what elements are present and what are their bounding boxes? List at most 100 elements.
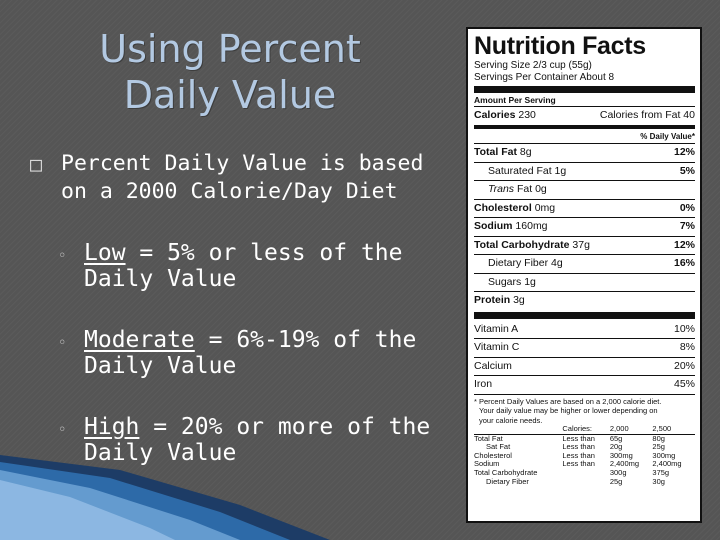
calories-label: Calories xyxy=(474,109,516,121)
nutrition-facts-label: Nutrition Facts Serving Size 2/3 cup (55… xyxy=(466,27,702,523)
low-line2: Daily Value xyxy=(84,266,237,292)
nutrient-amount: 37g xyxy=(572,238,590,251)
vitamin-dv: 20% xyxy=(673,359,695,372)
vitamin-name: Calcium xyxy=(474,359,512,372)
vitamin-row: Vitamin C 8% xyxy=(474,338,695,357)
checkbox-bullet-icon: □ xyxy=(30,152,43,176)
table-cell: 300mg xyxy=(609,450,633,460)
calories-row: Calories 230 Calories from Fat 40 xyxy=(474,106,695,123)
vitamin-row: Calcium 20% xyxy=(474,356,695,376)
divider xyxy=(474,125,695,129)
high-line2: Daily Value xyxy=(84,440,237,466)
calories-from-fat: Calories from Fat 40 xyxy=(599,109,695,121)
label-title: Nutrition Facts xyxy=(474,32,646,60)
nutrient-amount: 160mg xyxy=(515,220,548,232)
nutrient-row: Dietary Fiber 4g 16% xyxy=(474,254,695,273)
table-row: Sat Fat Less than 20g 25g xyxy=(474,443,695,452)
calories-value: 230 xyxy=(518,109,536,121)
nutrient-row: Total Fat 8g 12% xyxy=(474,143,695,162)
nutrient-name: Saturated Fat xyxy=(488,164,552,177)
nutrient-dv: 7% xyxy=(679,220,695,232)
nutrient-amount: Fat 0g xyxy=(516,183,547,195)
nutrient-name: Protein xyxy=(474,294,511,306)
nutrient-amount: 1g xyxy=(524,275,536,288)
table-cell: Sat Fat xyxy=(486,442,511,452)
table-cell: Less than xyxy=(562,442,595,452)
footnote-line: your calorie needs. xyxy=(479,415,543,425)
nutrient-amount: 8g xyxy=(519,146,532,158)
footnote-line: Your daily value may be higher or lower … xyxy=(479,406,658,415)
vitamin-name: Vitamin C xyxy=(474,341,520,353)
table-cell: 2,400mg xyxy=(609,459,640,469)
vitamin-dv: 10% xyxy=(673,322,695,335)
nutrient-dv: 16% xyxy=(673,257,695,269)
circle-bullet-icon: ◦ xyxy=(58,248,67,264)
nutrient-name: Total Fat xyxy=(474,146,517,158)
vitamin-dv: 45% xyxy=(673,378,695,390)
daily-value-header: % Daily Value* xyxy=(640,132,695,141)
table-row: Dietary Fiber 25g 30g xyxy=(474,476,695,487)
circle-bullet-icon: ◦ xyxy=(58,335,67,351)
main-bullet-line1: Percent Daily Value is based xyxy=(61,151,424,176)
nutrient-row: Trans Fat 0g xyxy=(474,180,695,199)
table-cell: 300g xyxy=(609,467,627,477)
nutrient-row: Total Carbohydrate 37g 12% xyxy=(474,235,695,255)
slide-title: Using Percent Daily Value xyxy=(60,26,400,118)
nutrient-amount: 1g xyxy=(554,164,567,177)
table-cell: Total Fat xyxy=(474,433,503,443)
table-cell: Less than xyxy=(562,459,595,469)
moderate-term: Moderate xyxy=(84,327,195,353)
nutrient-name: Dietary Fiber xyxy=(488,257,549,269)
divider xyxy=(474,86,695,93)
amount-per-serving: Amount Per Serving xyxy=(474,95,556,105)
table-cell: 20g xyxy=(609,442,623,452)
nutrient-row: Saturated Fat 1g 5% xyxy=(474,161,695,181)
table-cell: 25g xyxy=(609,476,623,486)
nutrient-row: Cholesterol 0mg 0% xyxy=(474,198,695,218)
sub-bullet-high: ◦ High = 20% or more of the Daily Value xyxy=(58,414,458,466)
vitamin-name: Vitamin A xyxy=(474,322,519,335)
high-term: High xyxy=(84,414,140,440)
footnote-line: * Percent Daily Values are based on a 2,… xyxy=(474,396,662,406)
table-head-cell: Calories: xyxy=(562,424,592,433)
table-row: Total Carbohydrate 300g 375g xyxy=(474,467,695,478)
table-cell: 30g xyxy=(652,476,665,486)
nutrient-amount: 0mg xyxy=(534,201,556,214)
divider xyxy=(474,311,695,319)
low-term: Low xyxy=(84,240,126,266)
sub-bullet-moderate: ◦ Moderate = 6%-19% of the Daily Value xyxy=(58,327,458,379)
main-bullet-line2: on a 2000 Calorie/Day Diet xyxy=(61,179,398,204)
table-cell: Total Carbohydrate xyxy=(474,467,538,477)
nutrient-name: Cholesterol xyxy=(474,201,532,214)
moderate-rest: = 6%-19% of the xyxy=(194,327,417,353)
nutrient-dv: 0% xyxy=(679,201,695,214)
nutrient-name: Sugars xyxy=(488,275,522,288)
table-cell: Cholesterol xyxy=(474,450,512,460)
low-rest: = 5% or less of the xyxy=(125,240,403,266)
table-cell: Less than xyxy=(562,450,595,460)
nutrient-amount: 4g xyxy=(551,257,563,269)
daily-value-table: Calories: 2,000 2,500 Total Fat Less tha… xyxy=(474,424,695,487)
high-rest: = 20% or more of the xyxy=(139,414,431,440)
table-cell: Dietary Fiber xyxy=(486,476,529,486)
nutrient-name: Total Carbohydrate xyxy=(474,238,570,251)
table-cell: 65g xyxy=(609,433,623,443)
table-cell: 375g xyxy=(652,467,670,477)
nutrient-row: Protein 3g xyxy=(474,291,695,310)
nutrient-amount: 3g xyxy=(513,294,525,306)
sub-bullet-low: ◦ Low = 5% or less of the Daily Value xyxy=(58,240,458,292)
vitamin-dv: 8% xyxy=(679,341,695,353)
nutrient-name: Trans xyxy=(488,183,515,195)
daily-value-header-row: % Daily Value* xyxy=(474,131,695,143)
nutrient-name: Sodium xyxy=(474,220,513,232)
nutrient-dv: 12% xyxy=(673,238,695,251)
vitamin-name: Iron xyxy=(474,378,493,390)
moderate-line2: Daily Value xyxy=(84,353,237,379)
nutrient-dv: 12% xyxy=(673,146,695,158)
table-row: Sodium Less than 2,400mg 2,400mg xyxy=(474,460,695,469)
wave-decoration-highlight xyxy=(0,480,175,540)
nutrient-dv: 5% xyxy=(679,164,695,177)
footnote: * Percent Daily Values are based on a 2,… xyxy=(474,397,695,426)
vitamin-row: Vitamin A 10% xyxy=(474,321,695,339)
table-cell: Less than xyxy=(562,433,595,443)
